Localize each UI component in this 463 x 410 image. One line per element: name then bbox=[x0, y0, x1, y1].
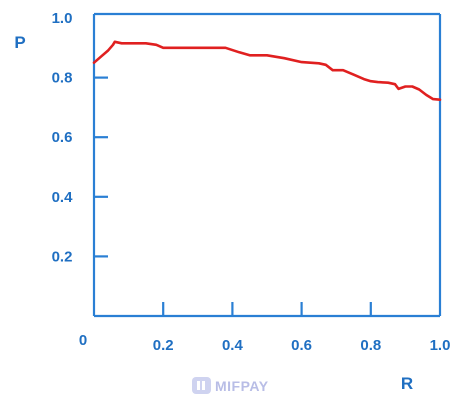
y-tick-label: 0.6 bbox=[52, 129, 73, 146]
watermark: MIFPAY bbox=[192, 377, 269, 394]
x-tick-label: 0.2 bbox=[153, 337, 174, 354]
y-tick-label: 0.8 bbox=[52, 70, 73, 87]
y-tick-label: 1.0 bbox=[52, 10, 73, 27]
x-axis-label: R bbox=[401, 374, 413, 393]
y-axis-label: P bbox=[14, 33, 25, 52]
y-tick-label: 0.4 bbox=[52, 189, 74, 206]
pr-curve-line bbox=[92, 40, 442, 101]
wallet-icon bbox=[192, 377, 211, 394]
x-tick-label: 0.6 bbox=[291, 337, 312, 354]
series-layer bbox=[92, 40, 442, 101]
y-tick-label: 0.2 bbox=[52, 248, 73, 265]
watermark-text: MIFPAY bbox=[215, 378, 269, 394]
x-tick-label: 0 bbox=[79, 332, 87, 349]
plot-frame bbox=[92, 12, 442, 318]
tick-labels: 0 0.2 0.4 0.6 0.8 1.0 0.2 0.4 0.6 0.8 1.0 bbox=[52, 10, 451, 354]
x-tick-label: 0.8 bbox=[360, 337, 381, 354]
tick-marks bbox=[94, 76, 372, 316]
x-tick-label: 0.4 bbox=[222, 337, 244, 354]
x-tick-label: 1.0 bbox=[430, 337, 451, 354]
